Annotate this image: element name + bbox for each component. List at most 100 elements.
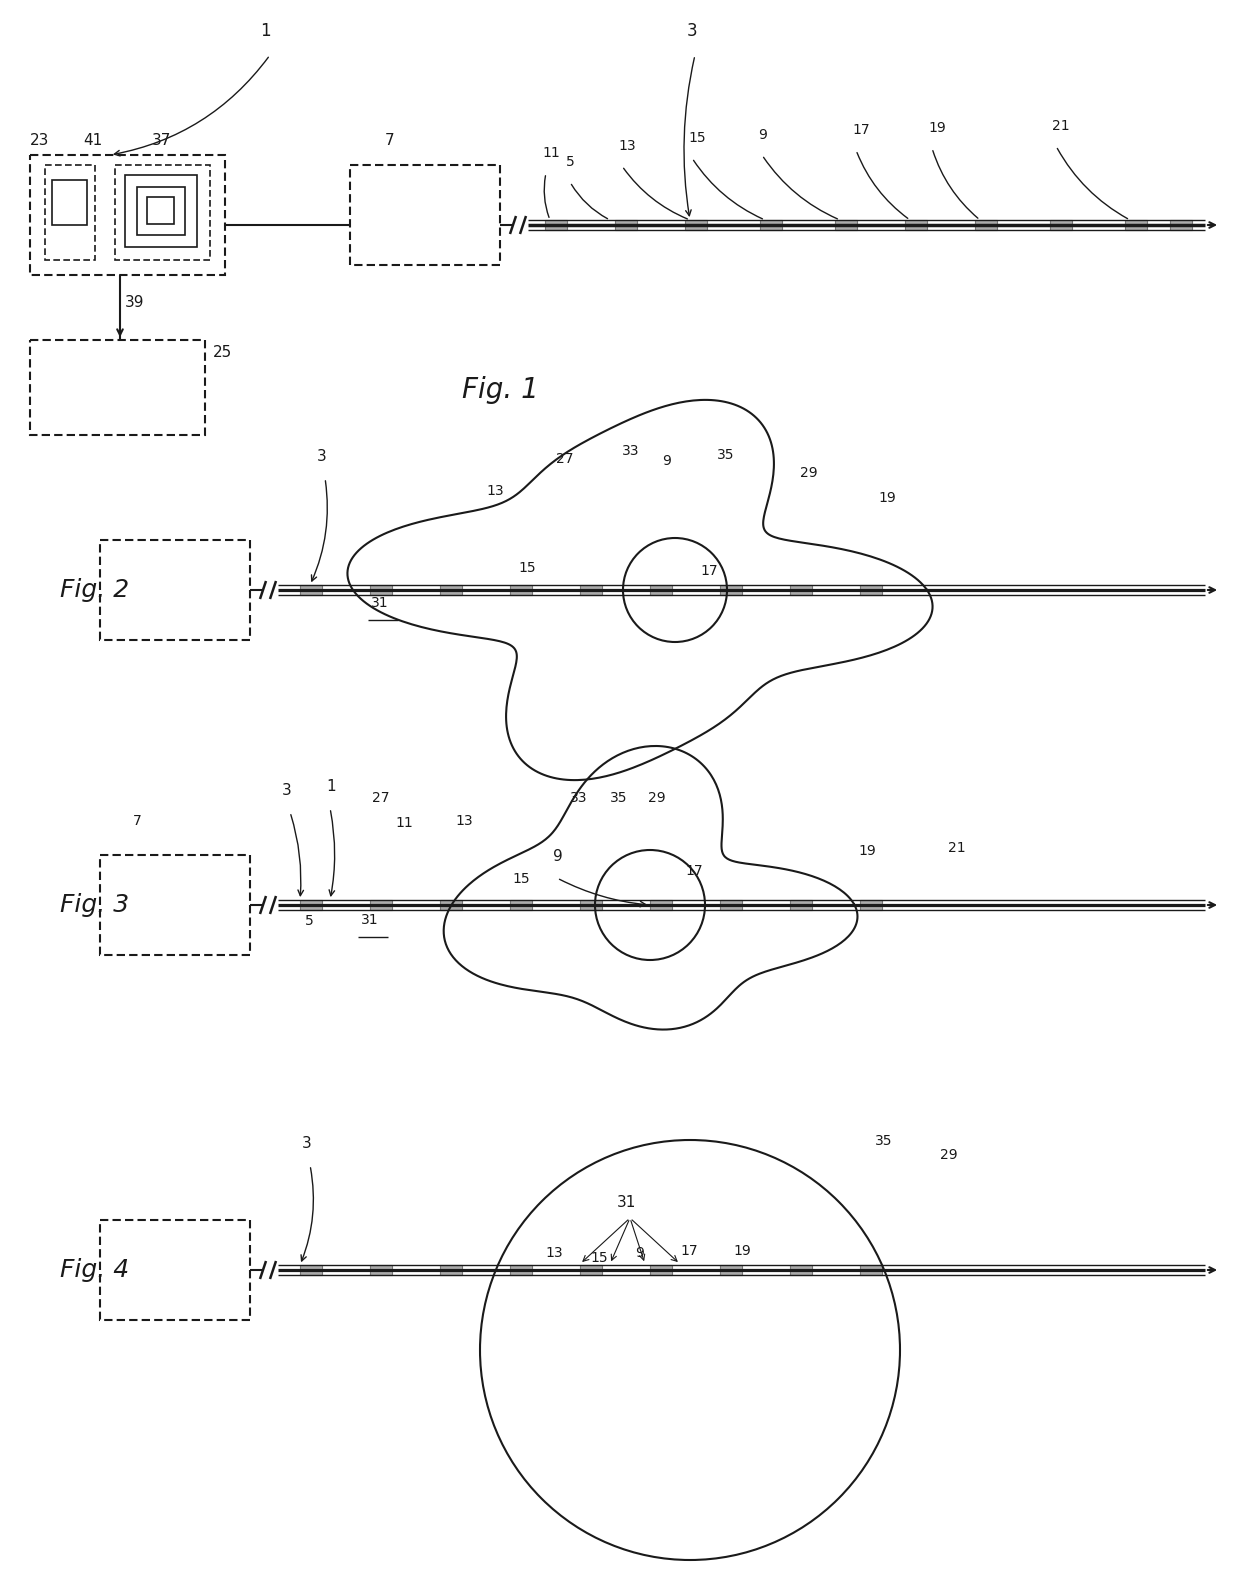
Bar bbox=[45, 166, 95, 260]
Bar bbox=[650, 585, 672, 595]
Bar bbox=[115, 166, 210, 260]
Text: Fig. 1: Fig. 1 bbox=[461, 375, 538, 404]
Bar bbox=[720, 585, 742, 595]
Bar bbox=[510, 585, 532, 595]
Text: 3: 3 bbox=[303, 1135, 311, 1151]
Bar bbox=[300, 1265, 322, 1274]
Text: 11: 11 bbox=[396, 815, 413, 830]
Text: 15: 15 bbox=[518, 561, 536, 576]
Bar bbox=[835, 221, 857, 230]
Bar bbox=[650, 1265, 672, 1274]
Text: 31: 31 bbox=[618, 1195, 636, 1210]
Bar bbox=[30, 341, 205, 435]
Text: 13: 13 bbox=[486, 484, 503, 498]
Text: 1: 1 bbox=[326, 779, 336, 793]
Text: 39: 39 bbox=[125, 295, 145, 311]
Text: Fig. 4: Fig. 4 bbox=[60, 1258, 129, 1282]
Text: 37: 37 bbox=[153, 132, 171, 148]
Text: 15: 15 bbox=[688, 131, 706, 145]
Bar bbox=[580, 900, 601, 910]
Text: 41: 41 bbox=[83, 132, 102, 148]
Bar bbox=[861, 900, 882, 910]
Text: 19: 19 bbox=[733, 1244, 750, 1258]
Bar bbox=[650, 900, 672, 910]
Text: 17: 17 bbox=[701, 565, 718, 579]
Text: 27: 27 bbox=[372, 792, 389, 804]
Text: 5: 5 bbox=[305, 915, 314, 927]
Text: 21: 21 bbox=[1052, 118, 1070, 132]
Text: 15: 15 bbox=[512, 872, 529, 886]
Text: 13: 13 bbox=[455, 814, 472, 828]
Bar bbox=[1171, 221, 1192, 230]
Bar bbox=[615, 221, 637, 230]
Text: Fig. 2: Fig. 2 bbox=[60, 579, 129, 602]
Text: 29: 29 bbox=[940, 1148, 957, 1162]
Bar bbox=[370, 900, 392, 910]
Bar bbox=[440, 585, 463, 595]
Text: 9: 9 bbox=[758, 128, 766, 142]
Text: 21: 21 bbox=[949, 841, 966, 855]
Bar bbox=[720, 900, 742, 910]
Bar bbox=[760, 221, 782, 230]
Text: 15: 15 bbox=[590, 1251, 608, 1265]
Bar bbox=[510, 1265, 532, 1274]
Text: 35: 35 bbox=[717, 448, 734, 462]
Bar bbox=[125, 175, 197, 248]
Bar bbox=[905, 221, 928, 230]
Bar bbox=[790, 900, 812, 910]
Text: 3: 3 bbox=[687, 22, 698, 39]
Text: 27: 27 bbox=[556, 453, 573, 465]
Bar bbox=[370, 585, 392, 595]
Text: 19: 19 bbox=[878, 490, 895, 505]
Text: 35: 35 bbox=[610, 792, 627, 804]
Bar bbox=[790, 1265, 812, 1274]
Bar bbox=[300, 585, 322, 595]
Bar bbox=[790, 585, 812, 595]
Text: 23: 23 bbox=[30, 132, 50, 148]
Text: 29: 29 bbox=[649, 792, 666, 804]
Text: 17: 17 bbox=[852, 123, 869, 137]
Text: 29: 29 bbox=[800, 465, 817, 479]
Bar bbox=[861, 1265, 882, 1274]
Text: 3: 3 bbox=[281, 784, 291, 798]
Text: 25: 25 bbox=[213, 345, 232, 360]
Text: 9: 9 bbox=[553, 848, 563, 864]
Bar bbox=[136, 188, 185, 235]
Text: 19: 19 bbox=[928, 121, 946, 136]
Bar bbox=[100, 1221, 250, 1320]
Text: 13: 13 bbox=[618, 139, 636, 153]
Bar bbox=[1125, 221, 1147, 230]
Text: 17: 17 bbox=[680, 1244, 698, 1258]
Bar bbox=[975, 221, 997, 230]
Text: 31: 31 bbox=[371, 596, 389, 610]
Bar bbox=[720, 1265, 742, 1274]
Text: 1: 1 bbox=[260, 22, 270, 39]
Text: 17: 17 bbox=[684, 864, 703, 878]
Bar bbox=[148, 197, 174, 224]
Bar bbox=[440, 1265, 463, 1274]
Text: 9: 9 bbox=[635, 1246, 644, 1260]
Text: Fig. 3: Fig. 3 bbox=[60, 893, 129, 916]
Text: 31: 31 bbox=[361, 913, 378, 927]
Bar bbox=[580, 1265, 601, 1274]
Bar bbox=[580, 585, 601, 595]
Text: 7: 7 bbox=[384, 132, 394, 148]
Bar bbox=[1050, 221, 1073, 230]
Bar bbox=[510, 900, 532, 910]
Text: 3: 3 bbox=[317, 449, 327, 464]
Text: 7: 7 bbox=[133, 814, 141, 828]
Bar bbox=[684, 221, 707, 230]
Bar bbox=[861, 585, 882, 595]
Bar bbox=[370, 1265, 392, 1274]
Text: 33: 33 bbox=[622, 445, 640, 457]
Text: 19: 19 bbox=[858, 844, 875, 858]
Bar bbox=[100, 539, 250, 640]
Text: 9: 9 bbox=[662, 454, 671, 468]
Bar bbox=[440, 900, 463, 910]
Bar bbox=[100, 855, 250, 956]
Bar bbox=[300, 900, 322, 910]
Text: 33: 33 bbox=[570, 792, 588, 804]
Text: 35: 35 bbox=[875, 1134, 893, 1148]
Bar bbox=[350, 166, 500, 265]
Bar bbox=[546, 221, 567, 230]
